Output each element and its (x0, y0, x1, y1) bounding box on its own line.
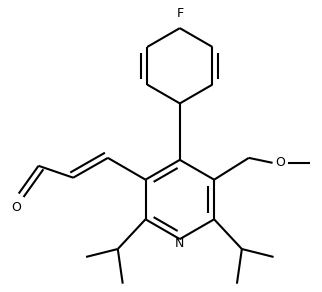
Text: O: O (276, 156, 285, 169)
Text: F: F (176, 7, 184, 20)
Text: N: N (175, 237, 185, 250)
Text: O: O (11, 201, 21, 214)
